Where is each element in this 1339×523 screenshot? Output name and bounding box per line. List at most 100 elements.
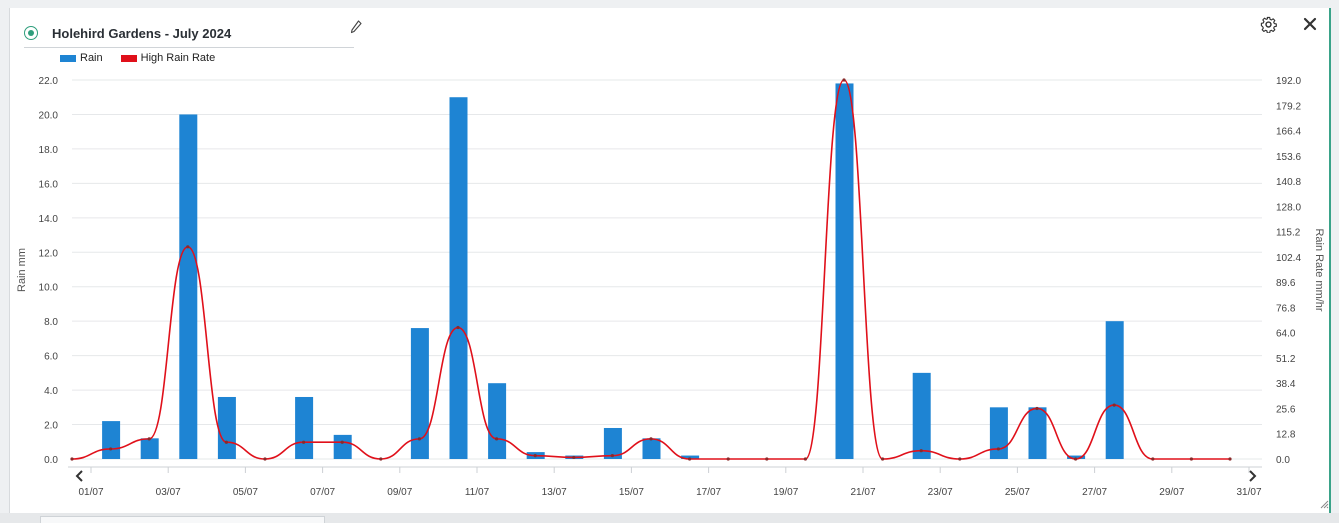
x-tick-label: 03/07: [156, 487, 181, 498]
rate-point: [842, 78, 846, 82]
rate-point: [109, 447, 113, 451]
rain-bar[interactable]: [179, 114, 198, 460]
rate-point: [881, 457, 885, 461]
status-radio-icon[interactable]: [24, 26, 38, 40]
rate-point: [958, 457, 962, 461]
title-field[interactable]: Holehird Gardens - July 2024: [24, 17, 354, 48]
y-axis-label-left: Rain mm: [16, 248, 28, 292]
y-tick-left: 10.0: [39, 283, 59, 294]
rain-bar[interactable]: [1067, 455, 1086, 459]
scroll-left-icon[interactable]: [75, 470, 83, 482]
y-tick-left: 6.0: [44, 352, 58, 363]
x-tick-label: 07/07: [310, 487, 335, 498]
rain-bar[interactable]: [603, 427, 622, 459]
footer-tab[interactable]: [40, 516, 325, 523]
y-tick-left: 18.0: [39, 145, 59, 156]
rain-bar[interactable]: [410, 328, 429, 459]
rain-bar[interactable]: [102, 421, 121, 459]
legend-label-high-rain-rate: High Rain Rate: [140, 52, 216, 64]
rain-bar[interactable]: [681, 455, 700, 459]
y-tick-right: 64.0: [1276, 329, 1296, 340]
rate-point: [1189, 457, 1193, 461]
rate-point: [1112, 403, 1116, 407]
y-axis-label-right: Rain Rate mm/hr: [1313, 228, 1325, 311]
rate-point: [186, 245, 190, 249]
y-tick-left: 16.0: [39, 179, 59, 190]
rate-point: [919, 449, 923, 453]
y-tick-left: 4.0: [44, 386, 58, 397]
x-tick-label: 25/07: [1005, 487, 1030, 498]
resize-handle-icon[interactable]: [1320, 500, 1329, 509]
rate-point: [996, 447, 1001, 451]
y-tick-right: 12.8: [1276, 430, 1296, 441]
rate-point: [649, 437, 653, 441]
y-tick-left: 12.0: [39, 248, 59, 259]
x-tick-label: 05/07: [233, 487, 258, 498]
y-tick-right: 128.0: [1276, 202, 1301, 213]
high-rain-rate-line[interactable]: [71, 79, 1230, 460]
rain-bar[interactable]: [488, 383, 507, 459]
y-tick-right: 0.0: [1276, 455, 1290, 466]
rate-point: [533, 454, 537, 458]
rate-point: [302, 440, 306, 444]
y-tick-right: 89.6: [1276, 278, 1296, 289]
y-tick-left: 0.0: [44, 455, 58, 466]
rain-bar[interactable]: [989, 407, 1008, 459]
x-tick-label: 31/07: [1236, 487, 1261, 498]
rate-point: [726, 457, 730, 461]
y-tick-right: 115.2: [1276, 228, 1301, 239]
grid-lines: [72, 79, 1262, 460]
x-tick-label: 11/07: [465, 487, 490, 498]
x-tick-label: 15/07: [619, 487, 644, 498]
rate-point: [147, 437, 151, 441]
rate-point: [1228, 457, 1232, 461]
y-tick-right: 192.0: [1276, 76, 1301, 87]
rain-bar[interactable]: [217, 396, 236, 459]
gear-icon[interactable]: [1260, 16, 1277, 33]
rate-point: [263, 457, 267, 461]
x-tick-label: 23/07: [928, 487, 953, 498]
legend-swatch-rain: [60, 54, 76, 62]
rate-point: [765, 457, 769, 461]
rate-point: [70, 457, 74, 461]
rate-point: [572, 455, 576, 460]
y-tick-right: 102.4: [1276, 253, 1301, 264]
rain-bar[interactable]: [912, 372, 931, 459]
scroll-right-icon[interactable]: [1249, 470, 1257, 482]
y-tick-right: 140.8: [1276, 177, 1301, 188]
axes: 0.0 2.0 4.0 6.0 8.0 10.0 12.0 14.0 16.0 18.0 20.0 2…: [39, 76, 1302, 498]
rain-bar[interactable]: [295, 396, 314, 459]
y-tick-left: 20.0: [39, 110, 59, 121]
x-tick-label: 29/07: [1159, 487, 1184, 498]
y-tick-right: 153.6: [1276, 152, 1301, 163]
footer-bar: [0, 513, 1339, 523]
y-tick-right: 179.2: [1276, 101, 1301, 112]
x-tick-label: 27/07: [1082, 487, 1107, 498]
rain-bar[interactable]: [449, 97, 468, 460]
close-icon[interactable]: [1303, 17, 1317, 31]
legend-swatch-high-rain-rate: [120, 54, 137, 62]
rain-bar[interactable]: [835, 83, 854, 459]
y-tick-left: 22.0: [39, 76, 59, 87]
rain-bar[interactable]: [1028, 407, 1047, 459]
legend-item-high-rain-rate[interactable]: High Rain Rate: [120, 52, 216, 64]
x-tick-label: 21/07: [850, 487, 875, 498]
y-tick-right: 25.6: [1276, 404, 1296, 415]
rate-point: [495, 437, 499, 441]
chart-legend: Rain High Rain Rate: [60, 50, 233, 66]
x-tick-label: 19/07: [773, 487, 798, 498]
rain-bar[interactable]: [140, 438, 159, 459]
y-tick-left: 2.0: [44, 421, 58, 432]
rate-point: [340, 440, 344, 444]
rain-bar[interactable]: [1105, 321, 1124, 459]
rain-bar[interactable]: [642, 438, 661, 459]
y-tick-left: 8.0: [44, 317, 58, 328]
rain-bar[interactable]: [333, 434, 352, 459]
rate-point: [456, 325, 460, 330]
legend-item-rain[interactable]: Rain: [60, 52, 103, 64]
legend-label-rain: Rain: [80, 52, 103, 64]
y-tick-right: 76.8: [1276, 303, 1296, 314]
pencil-icon[interactable]: [350, 20, 362, 34]
y-tick-right: 38.4: [1276, 379, 1296, 390]
